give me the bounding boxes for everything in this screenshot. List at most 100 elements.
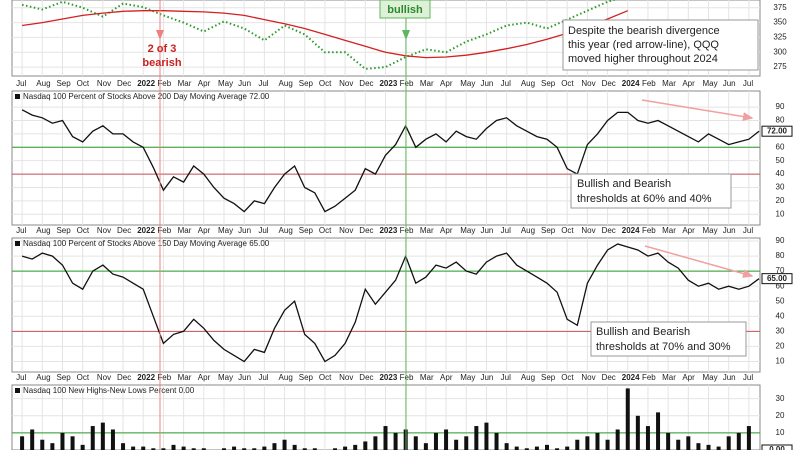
x-tick-label: Nov [97,79,111,88]
x-tick-label: Feb [400,373,414,382]
note-box [590,321,747,357]
y-tick-label: 40 [776,311,785,320]
bar [504,443,509,450]
x-tick-label: Oct [77,79,90,88]
bar [40,439,45,450]
bar [514,446,519,450]
y-tick-label: 10 [776,428,785,437]
bar [373,436,378,450]
x-tick-label: Jun [480,226,493,235]
x-tick-label: Dec [602,226,616,235]
bar [272,443,277,450]
note-text: Bullish and Bearish [577,178,671,190]
y-tick-label: 30 [776,183,785,192]
bar [494,432,499,450]
x-tick-label: Dec [602,79,616,88]
x-tick-label: 2023 [379,373,397,382]
title-icon [15,241,20,246]
x-tick-label: Jun [238,373,251,382]
x-tick-label: Feb [400,226,414,235]
bar [343,446,348,450]
x-tick-label: Apr [198,79,211,88]
title-icon [15,388,20,393]
x-tick-label: Dec [359,226,373,235]
x-tick-label: May [703,79,718,88]
bullish-arrow [402,30,410,40]
note-text: moved higher throughout 2024 [568,53,718,65]
x-tick-label: Jul [501,79,511,88]
bar [595,432,600,450]
bar [433,432,438,450]
bar [252,448,257,450]
x-tick-label: Mar [178,226,192,235]
x-tick-label: Sep [299,79,314,88]
bar [534,446,539,450]
x-tick-label: Mar [662,79,676,88]
x-tick-label: Jul [16,373,26,382]
x-tick-label: Oct [561,226,574,235]
bar [353,444,358,450]
x-tick-label: Jun [723,373,736,382]
x-tick-label: May [218,373,233,382]
divergence-arrow [641,99,754,121]
x-tick-label: 2024 [622,79,640,88]
last-value-box [761,125,793,137]
series-line [21,0,618,70]
x-tick-label: Sep [541,226,556,235]
y-tick-label: 375 [773,3,787,12]
bar [20,436,25,450]
x-tick-label: Jul [16,226,26,235]
x-tick-label: Apr [440,373,453,382]
y-tick-label: 60 [776,142,785,151]
x-tick-label: Oct [319,79,332,88]
bar [181,446,186,450]
x-tick-label: Nov [339,79,353,88]
y-tick-label: 275 [773,62,787,71]
x-tick-label: Apr [198,226,211,235]
bar [474,426,479,450]
bar [726,436,731,450]
y-tick-label: 40 [776,169,785,178]
x-tick-label: Mar [178,79,192,88]
x-tick-label: May [703,373,718,382]
bar [80,444,85,450]
note-text: thresholds at 70% and 30% [596,341,731,353]
last-value-box [761,273,793,285]
bar [736,432,741,450]
x-tick-label: Jun [238,226,251,235]
x-tick-label: Aug [521,373,535,382]
x-tick-label: Aug [279,79,293,88]
bar [444,429,449,450]
x-tick-label: Apr [682,226,695,235]
bar [312,448,317,450]
x-tick-label: Oct [77,226,90,235]
x-tick-label: Mar [662,226,676,235]
y-tick-label: 30 [776,326,785,335]
y-tick-label: 10 [776,209,785,218]
x-tick-label: Mar [662,373,676,382]
bar [706,444,711,450]
x-tick-label: Sep [541,79,556,88]
x-tick-label: 2023 [379,226,397,235]
x-tick-label: Aug [521,79,535,88]
x-tick-label: Oct [319,226,332,235]
x-tick-label: Apr [440,226,453,235]
bar [454,439,459,450]
x-tick-label: 2022 [137,373,155,382]
bar [393,432,398,450]
x-tick-label: Apr [198,373,211,382]
bar [30,429,35,450]
x-tick-label: Aug [279,226,293,235]
panel [12,238,760,372]
bar [423,443,428,450]
y-tick-label: 90 [776,102,785,111]
x-tick-label: Dec [359,79,373,88]
x-tick-label: Dec [602,373,616,382]
panel-title: Nasdaq 100 New Highs-New Lows Percent 0.… [23,386,195,395]
x-tick-label: Dec [359,373,373,382]
bar [171,444,176,450]
bar [666,432,671,450]
x-tick-label: Jun [723,226,736,235]
bar [575,439,580,450]
y-tick-label: 30 [776,394,785,403]
